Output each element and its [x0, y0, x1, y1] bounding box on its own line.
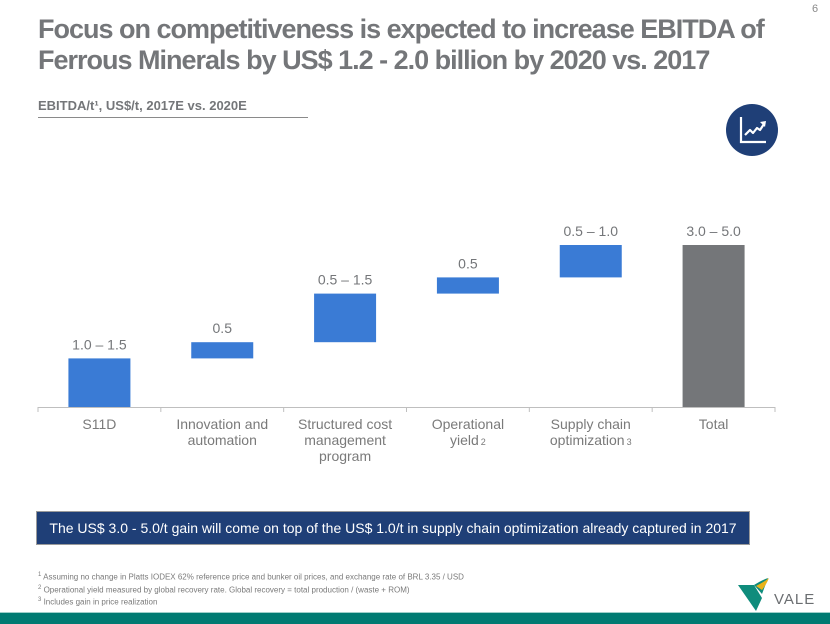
bar-2	[191, 342, 254, 359]
footnote-1: 1 Assuming no change in Platts IODEX 62%…	[38, 572, 464, 582]
growth-chart-icon	[726, 104, 778, 156]
category-label-1: S11D	[82, 416, 116, 432]
bar-1	[68, 358, 131, 407]
key-message-banner: The US$ 3.0 - 5.0/t gain will come on to…	[36, 511, 750, 545]
vale-logo-text: VALE	[774, 591, 815, 608]
footnote-3: 3 Includes gain in price realization	[38, 597, 158, 607]
data-label-2: 0.5	[213, 320, 233, 336]
bar-5	[559, 245, 622, 278]
bar-4	[436, 277, 499, 294]
page-number: 6	[812, 3, 819, 15]
vale-logo-yellow-shape	[756, 578, 769, 590]
waterfall-chart: 1.0 – 1.5 S11D 0.5 Innovation and automation…	[37, 223, 776, 464]
category-label-4: Operational yield 2	[432, 416, 504, 448]
category-label-6: Total	[699, 416, 729, 432]
vale-logo: VALE	[736, 576, 826, 612]
vale-logo-teal-shape	[738, 585, 762, 611]
footnotes: 1 Assuming no change in Platts IODEX 62%…	[38, 570, 464, 608]
category-label-5: Supply chain optimization 3	[550, 416, 632, 448]
category-label-2: Innovation and automation	[176, 416, 268, 448]
page-title: Focus on competitiveness is expected to …	[38, 14, 765, 75]
data-label-6: 3.0 – 5.0	[686, 223, 741, 239]
data-label-3: 0.5 – 1.5	[318, 272, 373, 288]
banner-text: The US$ 3.0 - 5.0/t gain will come on to…	[49, 520, 737, 536]
chart-subtitle: EBITDA/t¹, US$/t, 2017E vs. 2020E	[38, 98, 247, 113]
subtitle-underline	[38, 117, 308, 118]
footer-bar	[0, 612, 830, 624]
footnote-2: 2 Operational yield measured by global r…	[38, 584, 410, 595]
category-label-3: Structured cost management program	[298, 416, 392, 464]
bar-3	[314, 293, 377, 343]
data-label-4: 0.5	[458, 255, 478, 271]
bar-6	[682, 245, 745, 407]
data-label-1: 1.0 – 1.5	[72, 336, 127, 352]
data-label-5: 0.5 – 1.0	[564, 223, 619, 239]
